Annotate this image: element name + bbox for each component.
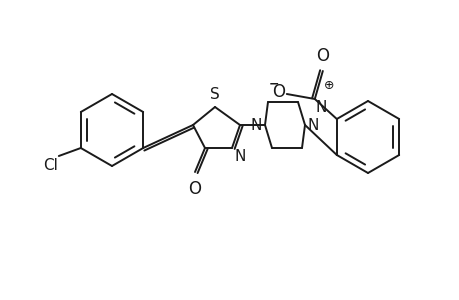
Text: N: N xyxy=(250,118,262,133)
Text: N: N xyxy=(308,118,319,133)
Text: ⊕: ⊕ xyxy=(323,79,333,92)
Text: O: O xyxy=(316,47,329,65)
Text: N: N xyxy=(315,100,326,115)
Text: Cl: Cl xyxy=(43,158,58,173)
Text: S: S xyxy=(210,87,219,102)
Text: O: O xyxy=(188,180,201,198)
Text: N: N xyxy=(235,149,246,164)
Text: −: − xyxy=(268,77,279,91)
Text: O: O xyxy=(271,83,284,101)
